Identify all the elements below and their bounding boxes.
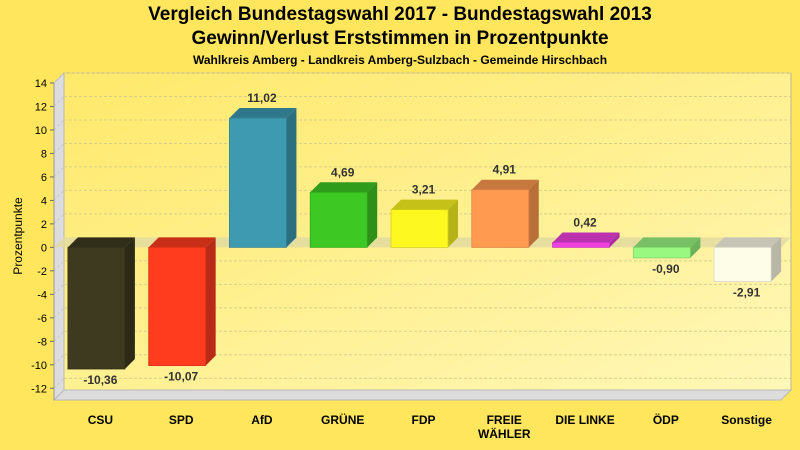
data-label: -10,36 — [83, 373, 117, 387]
y-tick-label: -12 — [31, 383, 47, 395]
y-tick-label: 4 — [41, 195, 47, 207]
bar-fdp — [390, 199, 458, 248]
gridline-diagonal — [53, 166, 65, 178]
data-label: 0,42 — [573, 215, 597, 229]
gridline-diagonal — [53, 354, 65, 366]
gridline-diagonal — [53, 96, 65, 107]
gridline-diagonal — [53, 213, 65, 225]
y-tick-label: -10 — [31, 360, 47, 372]
x-tick-label: Sonstige — [721, 413, 772, 427]
bar-top — [229, 107, 297, 118]
chart-title: Vergleich Bundestagswahl 2017 - Bundesta… — [148, 4, 652, 25]
bar-front — [713, 246, 772, 282]
gridline-diagonal — [53, 190, 65, 201]
x-tick-label: WÄHLER — [478, 426, 531, 441]
bar-spd — [148, 237, 216, 366]
x-tick-label: ÖDP — [653, 412, 679, 427]
y-tick-label: -6 — [37, 313, 47, 325]
chart-region-subtitle: Wahlkreis Amberg - Landkreis Amberg-Sulz… — [192, 53, 608, 67]
bar-sonstige — [713, 237, 782, 282]
x-tick-label: SPD — [169, 413, 194, 427]
gridline-diagonal — [53, 260, 65, 272]
data-label: 4,91 — [493, 163, 517, 177]
gridline-diagonal — [53, 307, 65, 319]
bar-side — [771, 237, 782, 282]
bar-top — [67, 237, 135, 248]
y-tick-label: 10 — [35, 125, 47, 137]
bar-side — [124, 237, 135, 370]
bar-side — [690, 237, 701, 258]
bar-side — [205, 237, 216, 366]
bar-top — [310, 182, 378, 193]
plot-floor — [52, 389, 793, 401]
x-tick-label: CSU — [88, 413, 113, 427]
gridline-diagonal — [53, 119, 65, 131]
bar-side — [286, 107, 297, 248]
bar-ödp — [632, 237, 701, 259]
y-tick-label: 0 — [41, 242, 47, 254]
bar-side — [367, 182, 378, 248]
bar-top — [391, 199, 458, 210]
bar-side — [448, 199, 458, 248]
bar-side — [609, 232, 620, 248]
bar-top — [714, 237, 782, 248]
bar-top — [552, 232, 620, 243]
y-tick-label: -4 — [37, 289, 47, 301]
data-label: -2,91 — [733, 286, 761, 300]
bar-front — [67, 246, 126, 370]
bar-afd — [229, 107, 297, 248]
bar-side — [528, 179, 539, 248]
x-tick-label: GRÜNE — [321, 412, 364, 427]
bar-front — [552, 242, 610, 248]
data-label: 3,21 — [412, 183, 436, 197]
gridline-diagonal — [53, 377, 65, 389]
bar-front — [390, 209, 449, 248]
y-axis-label: Prozentpunkte — [11, 197, 25, 275]
bar-csu — [67, 237, 135, 370]
gridline-diagonal — [53, 283, 65, 295]
bar-front — [148, 246, 207, 366]
y-tick-label: -8 — [37, 336, 47, 348]
data-label: 4,69 — [331, 165, 355, 179]
gridline-diagonal — [53, 72, 65, 84]
bar-front — [632, 246, 691, 259]
gridline-diagonal — [53, 143, 65, 154]
x-tick-label: FREIE — [487, 413, 522, 427]
y-tick-label: 8 — [41, 148, 47, 160]
y-tick-label: 14 — [35, 78, 47, 90]
data-label: -10,07 — [164, 370, 198, 384]
y-tick-label: 12 — [35, 101, 47, 113]
bar-top — [633, 237, 701, 248]
bar-die-linke — [552, 232, 620, 248]
bar-front — [471, 189, 530, 248]
gridline-diagonal — [53, 330, 65, 342]
chart-subtitle: Gewinn/Verlust Erststimmen in Prozentpun… — [191, 28, 609, 49]
bar-top — [148, 237, 216, 248]
y-tick-label: -2 — [37, 266, 47, 278]
data-label: -0,90 — [652, 262, 680, 276]
x-tick-label: DIE LINKE — [555, 413, 614, 427]
bar-front — [309, 191, 368, 248]
bar-freie-wähler — [471, 179, 539, 248]
bar-front — [229, 117, 287, 248]
x-tick-label: FDP — [412, 413, 436, 427]
bar-grüne — [309, 182, 378, 248]
y-tick-label: 2 — [41, 219, 47, 231]
x-tick-label: AfD — [251, 413, 273, 427]
bar-top — [471, 179, 539, 190]
data-label: 11,02 — [247, 91, 277, 105]
y-tick-label: 6 — [41, 172, 47, 184]
